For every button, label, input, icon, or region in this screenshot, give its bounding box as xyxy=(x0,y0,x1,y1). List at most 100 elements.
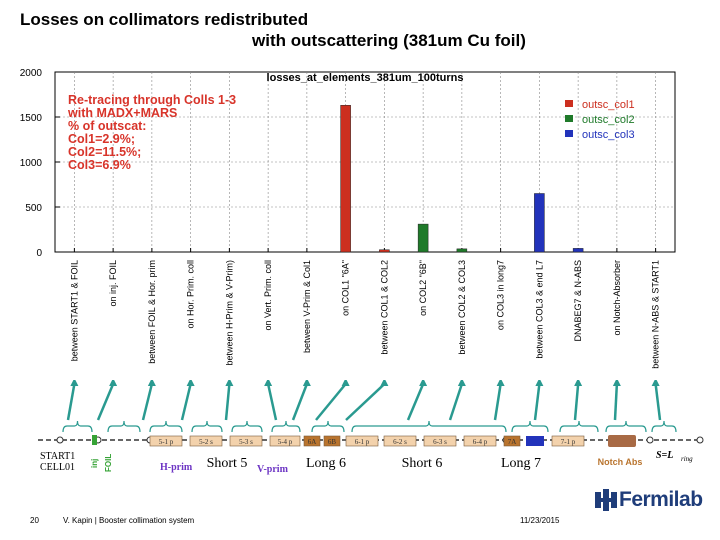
lattice-element xyxy=(269,435,301,447)
end-label-sub: ring xyxy=(681,455,693,463)
legend-label: outsc_col2 xyxy=(582,114,635,126)
legend-label: outsc_col1 xyxy=(582,99,635,111)
pointer-arrow xyxy=(654,383,662,421)
x-tick-label: on Vert. Prim. coll xyxy=(263,260,273,331)
brace xyxy=(511,420,549,433)
pointer-arrowhead xyxy=(225,380,234,386)
x-tick-label: between COL1 & COL2 xyxy=(379,260,389,355)
section-label: Short 5 xyxy=(207,456,248,471)
pointer-arrowhead xyxy=(457,380,466,386)
pointer-arrow xyxy=(345,383,386,421)
x-tick-label: on COL1 "6A" xyxy=(341,260,351,316)
section-label: Long 7 xyxy=(501,456,541,471)
pointer-arrow xyxy=(315,383,347,421)
x-tick-label: between N-ABS & START1 xyxy=(651,260,661,369)
legend-swatch xyxy=(565,115,573,122)
pointer-arrowhead xyxy=(651,380,660,386)
annotation-line: Col3=6.9% xyxy=(68,158,131,172)
legend-swatch xyxy=(565,100,573,107)
x-tick-label: between COL3 & end L7 xyxy=(534,260,544,359)
pointer-arrowhead xyxy=(147,380,156,386)
lattice-element-label: 6-4 p xyxy=(473,438,488,446)
pointer-arrowhead xyxy=(70,380,79,386)
pointer-arrowhead xyxy=(109,380,118,386)
bar xyxy=(572,248,584,253)
brace xyxy=(311,420,345,433)
brace xyxy=(231,420,263,433)
pointer-arrow xyxy=(448,383,464,421)
lattice-element-label: 5-4 p xyxy=(278,438,293,446)
lattice-element-label: 6B xyxy=(328,438,337,446)
lattice-element-label: 5-2 s xyxy=(199,438,213,446)
lattice-element xyxy=(503,435,521,447)
lattice-element xyxy=(345,435,379,447)
lattice-marker xyxy=(646,436,654,444)
pointer-arrowhead xyxy=(574,380,583,386)
brace xyxy=(62,420,93,433)
footer-author: V. Kapin | Booster collimation system xyxy=(63,516,195,525)
fermilab-logo-icon xyxy=(595,489,617,511)
end-label: S=L xyxy=(656,450,673,461)
bar xyxy=(417,223,429,253)
lattice-element xyxy=(551,435,585,447)
chart-legend: outsc_col1 outsc_col2 outsc_col3 xyxy=(565,99,635,141)
bar xyxy=(379,249,390,253)
lattice-element xyxy=(229,435,263,447)
legend-label: outsc_col3 xyxy=(582,129,635,141)
footer-date: 11/23/2015 xyxy=(520,516,560,525)
brace xyxy=(191,420,223,433)
page-number: 20 xyxy=(30,516,39,525)
pointer-arrow xyxy=(533,383,541,421)
section-label: Long 6 xyxy=(306,456,346,471)
lattice-element-label: 7A xyxy=(508,438,517,446)
pointer-arrow xyxy=(180,383,192,421)
bar xyxy=(456,248,468,253)
brace xyxy=(559,420,599,433)
lattice-marker xyxy=(696,436,704,444)
lattice-element xyxy=(189,435,223,447)
y-tick-label: 0 xyxy=(36,248,42,259)
lattice-element xyxy=(383,435,417,447)
x-tick-label: between H-Prim & V-Prim) xyxy=(224,260,234,366)
pointer-arrow xyxy=(613,383,619,421)
legend-swatch xyxy=(565,130,573,137)
brace xyxy=(351,420,507,433)
brace xyxy=(605,420,647,433)
bar xyxy=(340,105,351,253)
pointer-arrowhead xyxy=(419,380,428,386)
pointer-arrowhead xyxy=(264,380,273,386)
lattice-element-label: 7-1 p xyxy=(561,438,576,446)
slide-title: Losses on collimators redistributed with… xyxy=(20,9,710,51)
annotation-line: % of outscat: xyxy=(68,119,146,133)
x-tick-label: on inj. FOIL xyxy=(108,260,118,307)
x-tick-label: between FOIL & Hor. prim xyxy=(147,260,157,364)
brace xyxy=(149,420,183,433)
x-tick-label: on COL3 in long7 xyxy=(496,260,506,330)
lattice-diagram: inj FOIL 5-1 p 5-2 s 5-3 s 5-4 p 6A 6B 6-1 p 6-2 … xyxy=(38,380,704,475)
lattice-element-label: 6-1 p xyxy=(355,438,370,446)
slide-title-line-1: Losses on collimators redistributed xyxy=(20,10,309,29)
notch-label: Notch Abs xyxy=(598,457,643,467)
pointer-arrow xyxy=(266,383,278,421)
lattice-element-label: 6-3 s xyxy=(433,438,447,446)
pointer-arrow xyxy=(141,383,154,421)
injection-marker xyxy=(92,435,97,445)
annotation-line: Col1=2.9%; xyxy=(68,132,135,146)
foil-label: FOIL xyxy=(104,454,113,472)
x-tick-label: on COL2 "6B" xyxy=(418,260,428,316)
pointer-arrowhead xyxy=(535,380,544,386)
vprim-label: V-prim xyxy=(257,464,289,475)
lattice-marker xyxy=(56,436,64,444)
annotation-line: Col2=11.5%; xyxy=(68,145,141,159)
pointer-arrowhead xyxy=(380,380,389,386)
bar xyxy=(534,193,545,253)
x-tick-label: DNABEG7 & N-ABS xyxy=(573,260,583,342)
inj-label: inj xyxy=(90,459,99,468)
y-tick-label: 500 xyxy=(25,203,42,214)
x-tick-label: on Notch-Absorber xyxy=(612,260,622,336)
pointer-arrow xyxy=(224,383,231,421)
lattice-element xyxy=(303,435,321,447)
notch-absorber-element xyxy=(608,435,636,447)
fermilab-logo-text: Fermilab xyxy=(619,488,703,511)
x-tick-label: between V-Prim & Col1 xyxy=(302,260,312,353)
